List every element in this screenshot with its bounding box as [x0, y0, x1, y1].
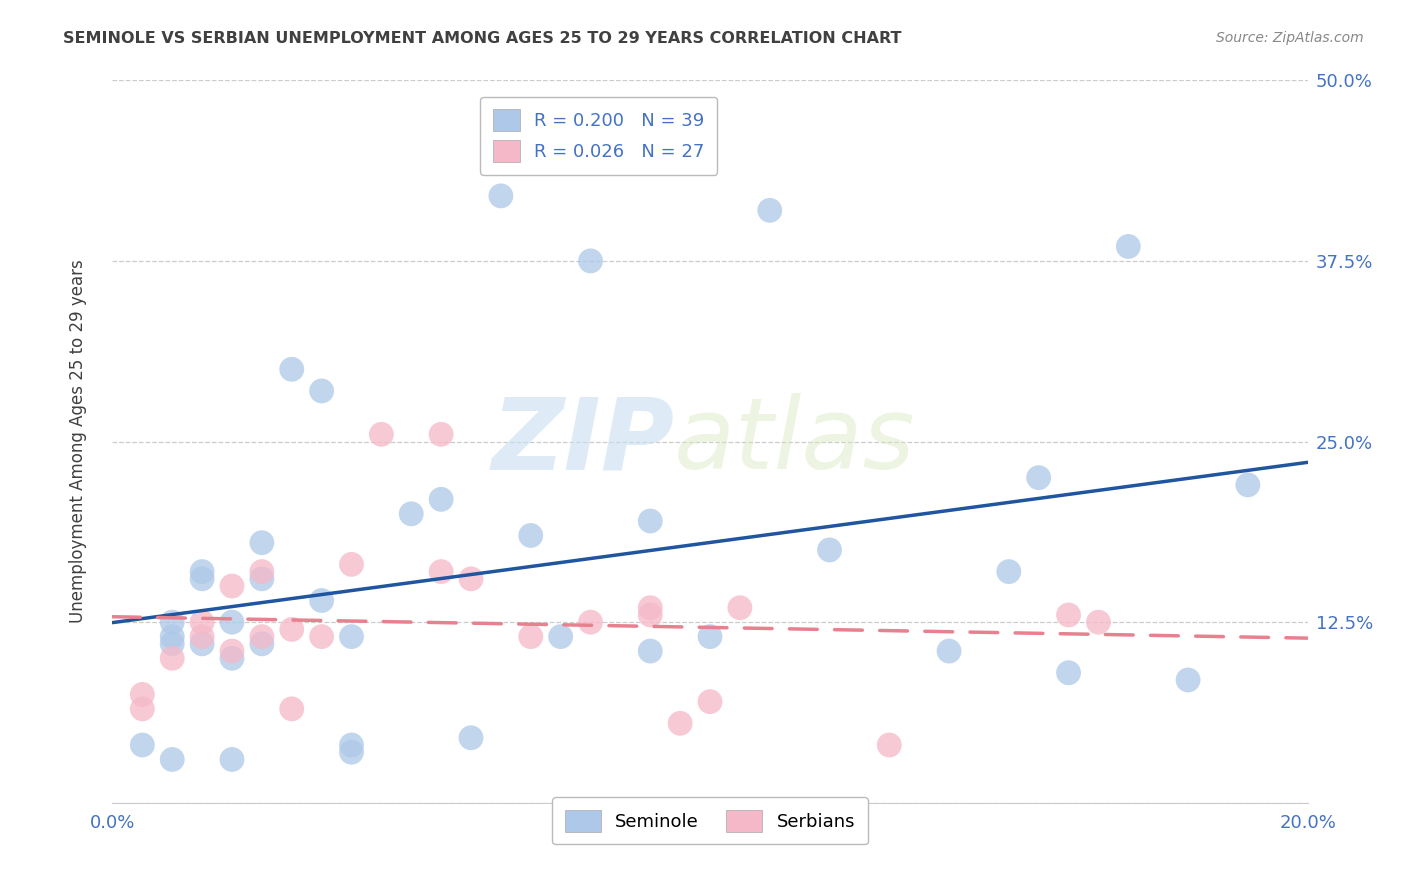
- Point: [669, 716, 692, 731]
- Point: [699, 695, 721, 709]
- Point: [311, 384, 333, 398]
- Point: [1118, 239, 1140, 253]
- Point: [579, 615, 602, 630]
- Text: SEMINOLE VS SERBIAN UNEMPLOYMENT AMONG AGES 25 TO 29 YEARS CORRELATION CHART: SEMINOLE VS SERBIAN UNEMPLOYMENT AMONG A…: [63, 31, 901, 46]
- Text: Source: ZipAtlas.com: Source: ZipAtlas.com: [1216, 31, 1364, 45]
- Point: [550, 630, 572, 644]
- Point: [221, 615, 243, 630]
- Point: [162, 651, 183, 665]
- Point: [162, 630, 183, 644]
- Point: [131, 687, 153, 701]
- Point: [340, 745, 363, 759]
- Point: [162, 752, 183, 766]
- Point: [579, 253, 602, 268]
- Point: [879, 738, 901, 752]
- Point: [191, 615, 214, 630]
- Point: [1057, 607, 1080, 622]
- Point: [281, 362, 304, 376]
- Point: [281, 623, 304, 637]
- Point: [640, 514, 662, 528]
- Point: [162, 637, 183, 651]
- Point: [520, 528, 543, 542]
- Point: [250, 637, 273, 651]
- Point: [699, 630, 721, 644]
- Point: [640, 644, 662, 658]
- Point: [311, 630, 333, 644]
- Point: [430, 492, 453, 507]
- Point: [401, 507, 423, 521]
- Point: [221, 752, 243, 766]
- Point: [1028, 470, 1050, 484]
- Point: [1177, 673, 1199, 687]
- Point: [131, 738, 153, 752]
- Legend: Seminole, Serbians: Seminole, Serbians: [553, 797, 868, 845]
- Point: [221, 579, 243, 593]
- Point: [460, 572, 482, 586]
- Point: [191, 565, 214, 579]
- Point: [191, 572, 214, 586]
- Point: [221, 651, 243, 665]
- Point: [818, 542, 841, 557]
- Point: [728, 600, 751, 615]
- Point: [998, 565, 1021, 579]
- Point: [191, 630, 214, 644]
- Point: [489, 189, 512, 203]
- Point: [938, 644, 960, 658]
- Y-axis label: Unemployment Among Ages 25 to 29 years: Unemployment Among Ages 25 to 29 years: [69, 260, 87, 624]
- Point: [131, 702, 153, 716]
- Point: [340, 558, 363, 572]
- Point: [640, 607, 662, 622]
- Point: [250, 565, 273, 579]
- Point: [281, 702, 304, 716]
- Point: [250, 572, 273, 586]
- Point: [340, 738, 363, 752]
- Point: [250, 535, 273, 549]
- Point: [311, 593, 333, 607]
- Point: [1237, 478, 1260, 492]
- Point: [340, 630, 363, 644]
- Point: [460, 731, 482, 745]
- Point: [370, 427, 392, 442]
- Point: [430, 565, 453, 579]
- Point: [191, 637, 214, 651]
- Point: [162, 615, 183, 630]
- Point: [1087, 615, 1109, 630]
- Point: [759, 203, 782, 218]
- Point: [640, 600, 662, 615]
- Point: [430, 427, 453, 442]
- Text: atlas: atlas: [675, 393, 915, 490]
- Point: [250, 630, 273, 644]
- Text: ZIP: ZIP: [491, 393, 675, 490]
- Point: [221, 644, 243, 658]
- Point: [1057, 665, 1080, 680]
- Point: [520, 630, 543, 644]
